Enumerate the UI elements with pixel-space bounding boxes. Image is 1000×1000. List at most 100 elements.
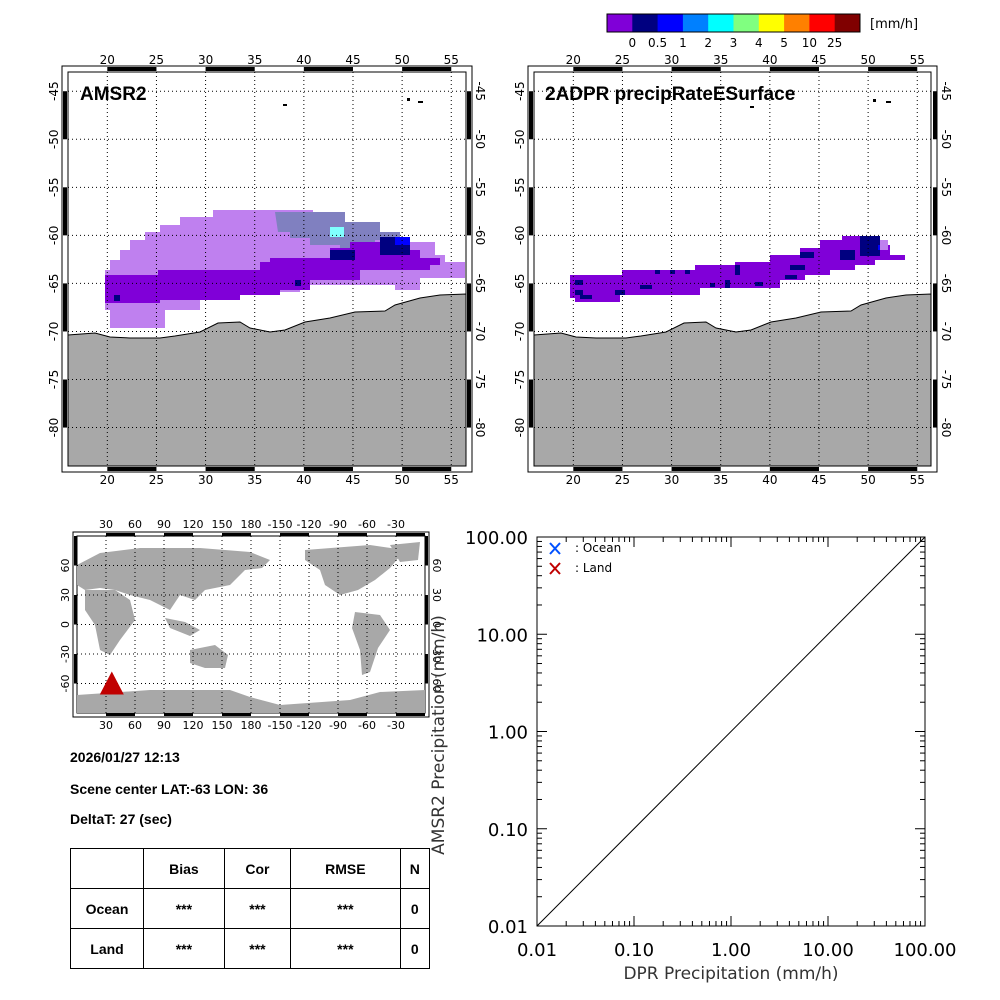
delta-t: DeltaT: 27 (sec) <box>70 811 172 827</box>
lon-tick-label: 90 <box>157 518 171 531</box>
lon-tick-label: -30 <box>387 518 405 531</box>
lon-tick-label: -150 <box>268 719 293 732</box>
frame-bar <box>280 533 309 536</box>
greenland <box>390 542 420 562</box>
frame-bar <box>529 379 533 428</box>
noise-pixels <box>283 98 423 106</box>
lon-tick-label: 55 <box>444 53 459 67</box>
lon-tick-label: 30 <box>99 518 113 531</box>
map-frame-bars <box>63 67 471 471</box>
colorbar-label: 5 <box>780 36 788 50</box>
lon-tick-label: 60 <box>128 518 142 531</box>
frame-bar <box>467 91 471 140</box>
colorbar-cell <box>758 14 785 32</box>
lon-tick-label: 30 <box>198 473 213 487</box>
lon-tick-label: 40 <box>296 53 311 67</box>
lat-tick-label: -60 <box>473 226 487 246</box>
axis-tick-labels: 0.01 0.10 1.00 10.00 100.000.010.101.0010.00… <box>465 528 956 961</box>
legend-land-marker <box>549 562 561 575</box>
x-tick-label: 0.10 <box>614 940 654 961</box>
frame-bar <box>63 379 67 428</box>
precip-navy <box>330 250 355 260</box>
colorbar-label: 2 <box>704 36 712 50</box>
frame-bar <box>402 467 452 471</box>
lon-tick-label: 40 <box>762 473 777 487</box>
lon-tick-label: 30 <box>198 53 213 67</box>
lat-tick-label: 60 <box>430 559 443 573</box>
lon-tick-label: 25 <box>149 53 164 67</box>
map-grid <box>68 72 466 466</box>
x-axis-label: DPR Precipitation (mm/h) <box>623 964 838 984</box>
lat-tick-label: -60 <box>59 675 72 693</box>
axis-ticks <box>536 537 925 927</box>
frame-bar <box>933 283 937 332</box>
frame-bar <box>933 379 937 428</box>
precip-purple <box>105 242 440 303</box>
lon-tick-label: 40 <box>296 473 311 487</box>
antarctica-landmass <box>67 293 467 467</box>
lat-tick-label: -60 <box>47 226 61 246</box>
lat-tick-label: 30 <box>59 588 72 602</box>
colorbar-label: 0.5 <box>648 36 667 50</box>
frame-bar <box>280 713 309 716</box>
lat-tick-label: -45 <box>939 81 953 101</box>
lat-tick-label: -60 <box>430 675 443 693</box>
lat-tick-label: 0 <box>59 621 72 628</box>
australia <box>190 645 228 668</box>
colorbar-cell <box>834 14 861 32</box>
frame-bar <box>425 536 428 566</box>
lon-tick-label: -120 <box>297 719 322 732</box>
south-america <box>352 612 390 675</box>
frame-bar <box>425 654 428 684</box>
header-cell: Bias <box>143 848 225 889</box>
frame-bar <box>573 67 623 71</box>
cor-cell: *** <box>223 888 292 929</box>
x-tick-label: 1.00 <box>711 940 751 961</box>
lat-tick-label: -75 <box>473 370 487 390</box>
header-cell: N <box>399 848 431 889</box>
frame-bar <box>303 467 353 471</box>
colorbar-label: 3 <box>730 36 738 50</box>
antarctica <box>77 690 425 713</box>
lon-tick-label: 50 <box>860 53 875 67</box>
lat-tick-label: -80 <box>473 418 487 438</box>
datetime: 2026/01/27 12:13 <box>70 749 180 765</box>
x-tick-label: 100.00 <box>894 940 957 961</box>
lat-tick-label: -55 <box>939 178 953 198</box>
colorbar-cell <box>632 14 659 32</box>
lon-tick-label: 50 <box>860 473 875 487</box>
lon-tick-label: 30 <box>664 473 679 487</box>
precip-navy <box>295 280 301 286</box>
rmse-cell: *** <box>290 928 401 969</box>
frame-bar <box>106 713 135 716</box>
lon-tick-label: 35 <box>713 53 728 67</box>
frame-bar <box>529 187 533 236</box>
colorbar-cell <box>708 14 734 32</box>
bias-cell: *** <box>143 928 225 969</box>
frame-bar <box>107 67 157 71</box>
lat-tick-label: -45 <box>473 81 487 101</box>
frame-bar <box>222 533 251 536</box>
lon-tick-label: 45 <box>811 473 826 487</box>
header-cell: Cor <box>223 848 292 889</box>
lat-tick-label: -65 <box>473 274 487 294</box>
lon-tick-label: 180 <box>241 719 262 732</box>
colorbar-label: 0 <box>628 36 636 50</box>
frame-bar <box>573 467 623 471</box>
frame-bar <box>164 533 193 536</box>
map-grid <box>534 72 932 466</box>
lon-tick-label: 90 <box>157 719 171 732</box>
cor-cell: *** <box>223 928 292 969</box>
lat-tick-label: -80 <box>47 418 61 438</box>
lat-tick-label: -55 <box>473 178 487 198</box>
precip-navy <box>800 252 814 258</box>
map-title: 2ADPR precipRateESurface <box>545 84 795 105</box>
noise-pixels <box>750 99 891 108</box>
x-tick-label: 0.01 <box>517 940 557 961</box>
map-tick-labels: 20 20 25 25 30 30 35 35 40 40 45 45 50 50 55 55 -45 -45 -5… <box>47 53 487 487</box>
frame-bar <box>164 713 193 716</box>
colorbar-cell <box>809 14 836 32</box>
colorbar-label: 1 <box>679 36 687 50</box>
lat-tick-label: -70 <box>939 322 953 342</box>
scene-location-marker <box>99 671 124 695</box>
